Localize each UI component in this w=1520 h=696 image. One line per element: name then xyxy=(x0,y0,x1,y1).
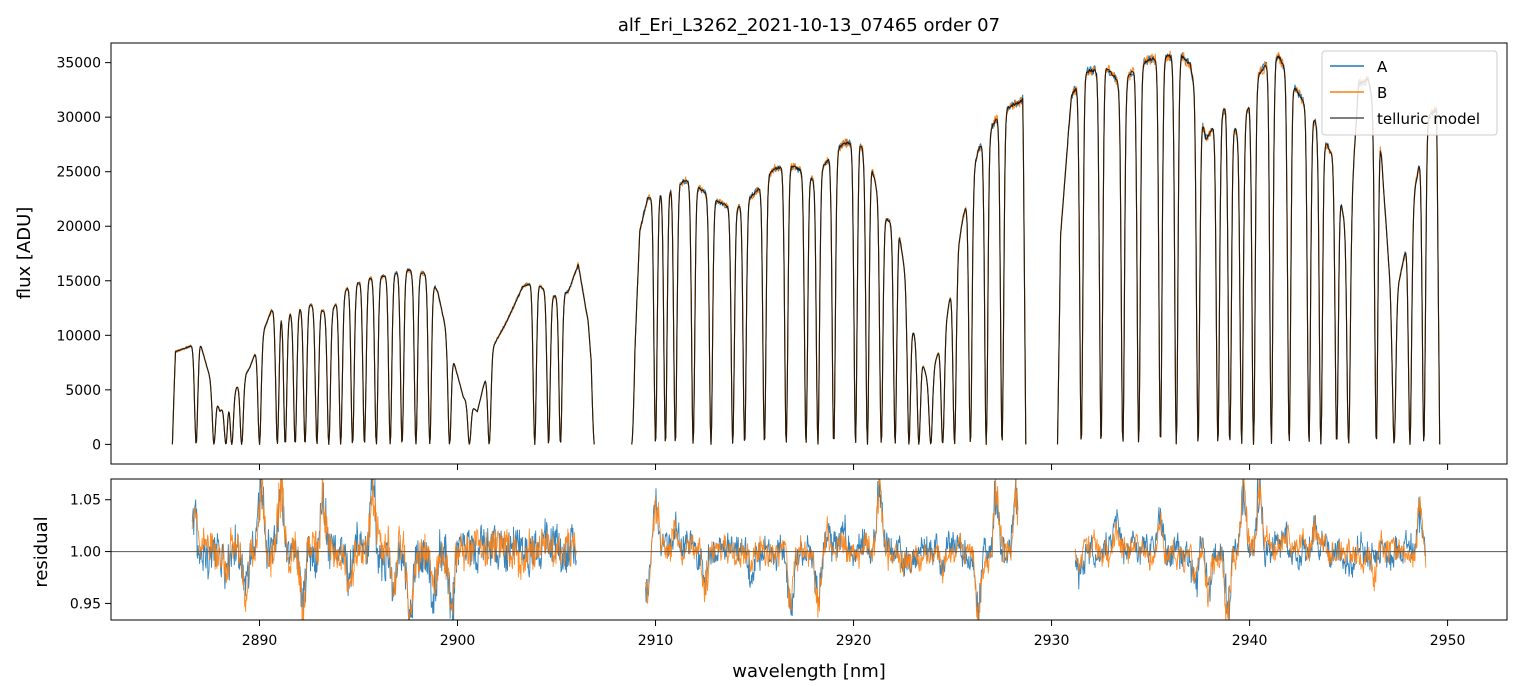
residual-axes-frame xyxy=(110,478,1508,621)
flux-y-tick-label: 30000 xyxy=(56,110,101,126)
residual-y-ticks: 0.95 1.00 1.05 xyxy=(70,493,111,612)
residual-series-group xyxy=(191,479,1427,620)
flux-series-group xyxy=(171,50,1441,445)
legend-label-a: A xyxy=(1377,58,1388,76)
x-axis-label: wavelength [nm] xyxy=(732,661,886,682)
residual-y-tick-label: 0.95 xyxy=(70,596,101,612)
flux-y-tick-label: 15000 xyxy=(56,274,101,290)
flux-plot-area xyxy=(110,42,1508,465)
legend-label-b: B xyxy=(1377,84,1387,102)
residual-x-ticks: 2890 2900 2910 2920 2930 2940 2950 xyxy=(242,620,1466,649)
legend-label-telluric-model: telluric model xyxy=(1377,110,1480,128)
flux-y-tick-label: 5000 xyxy=(65,383,101,399)
flux-x-ticks xyxy=(259,464,1449,470)
residual-x-tick-label: 2920 xyxy=(836,633,872,649)
residual-x-tick-label: 2890 xyxy=(242,633,278,649)
residual-x-tick-label: 2900 xyxy=(440,633,476,649)
flux-y-tick-label: 35000 xyxy=(56,56,101,72)
flux-y-tick-label: 20000 xyxy=(56,219,101,235)
flux-y-tick-label: 10000 xyxy=(56,328,101,344)
flux-axes-frame xyxy=(110,42,1508,465)
residual-series-b-line xyxy=(645,479,1019,620)
residual-x-tick-label: 2940 xyxy=(1232,633,1268,649)
chart-title: alf_Eri_L3262_2021-10-13_07465 order 07 xyxy=(618,15,1000,36)
residual-series-b-line xyxy=(1074,479,1427,620)
residual-series-b-line xyxy=(191,479,577,620)
flux-telluric-model-line xyxy=(1056,54,1441,445)
flux-y-ticks: 0 5000 10000 15000 20000 25000 30000 35000 xyxy=(56,56,111,453)
residual-x-tick-label: 2930 xyxy=(1034,633,1070,649)
flux-y-tick-label: 25000 xyxy=(56,165,101,181)
legend: A B telluric model xyxy=(1321,50,1498,136)
residual-y-tick-label: 1.05 xyxy=(70,493,101,509)
flux-y-axis-label: flux [ADU] xyxy=(14,207,35,300)
legend-frame xyxy=(1321,50,1498,136)
residual-x-tick-label: 2950 xyxy=(1430,633,1466,649)
flux-telluric-model-line xyxy=(631,97,1027,445)
residual-x-tick-label: 2910 xyxy=(638,633,674,649)
residual-y-tick-label: 1.00 xyxy=(70,545,101,561)
residual-y-axis-label: residual xyxy=(31,516,52,587)
residual-series-a-line xyxy=(1074,479,1427,620)
flux-telluric-model-line xyxy=(171,263,595,445)
flux-y-tick-label: 0 xyxy=(92,437,101,453)
residual-plot-area xyxy=(110,478,1508,621)
